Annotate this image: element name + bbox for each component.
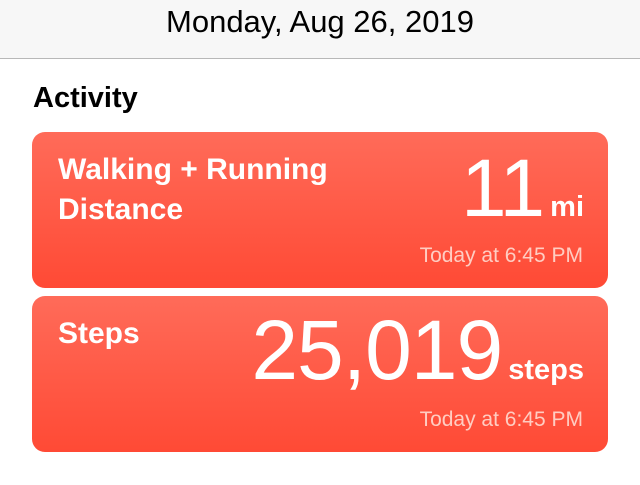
card-title-line: Walking + Running <box>58 153 328 186</box>
walking-running-distance-card[interactable]: Walking + Running Distance 11 mi Today at … <box>32 132 608 288</box>
card-title: Walking + Running Distance <box>58 150 328 230</box>
card-title: Steps <box>58 317 140 350</box>
card-timestamp: Today at 6:45 PM <box>419 408 583 431</box>
card-title-line: Distance <box>58 193 184 226</box>
card-timestamp: Today at 6:45 PM <box>419 244 583 267</box>
value-unit: mi <box>550 191 584 223</box>
section-title: Activity <box>33 82 138 114</box>
card-value: 11 mi <box>461 142 584 236</box>
value-unit: steps <box>508 354 584 386</box>
value-number: 25,019 <box>251 303 503 397</box>
date-title: Monday, Aug 26, 2019 <box>166 4 474 39</box>
date-header: Monday, Aug 26, 2019 <box>0 0 640 59</box>
value-number: 11 <box>461 143 545 234</box>
steps-card[interactable]: Steps 25,019 steps Today at 6:45 PM <box>32 296 608 452</box>
card-value: 25,019 steps <box>251 302 584 399</box>
